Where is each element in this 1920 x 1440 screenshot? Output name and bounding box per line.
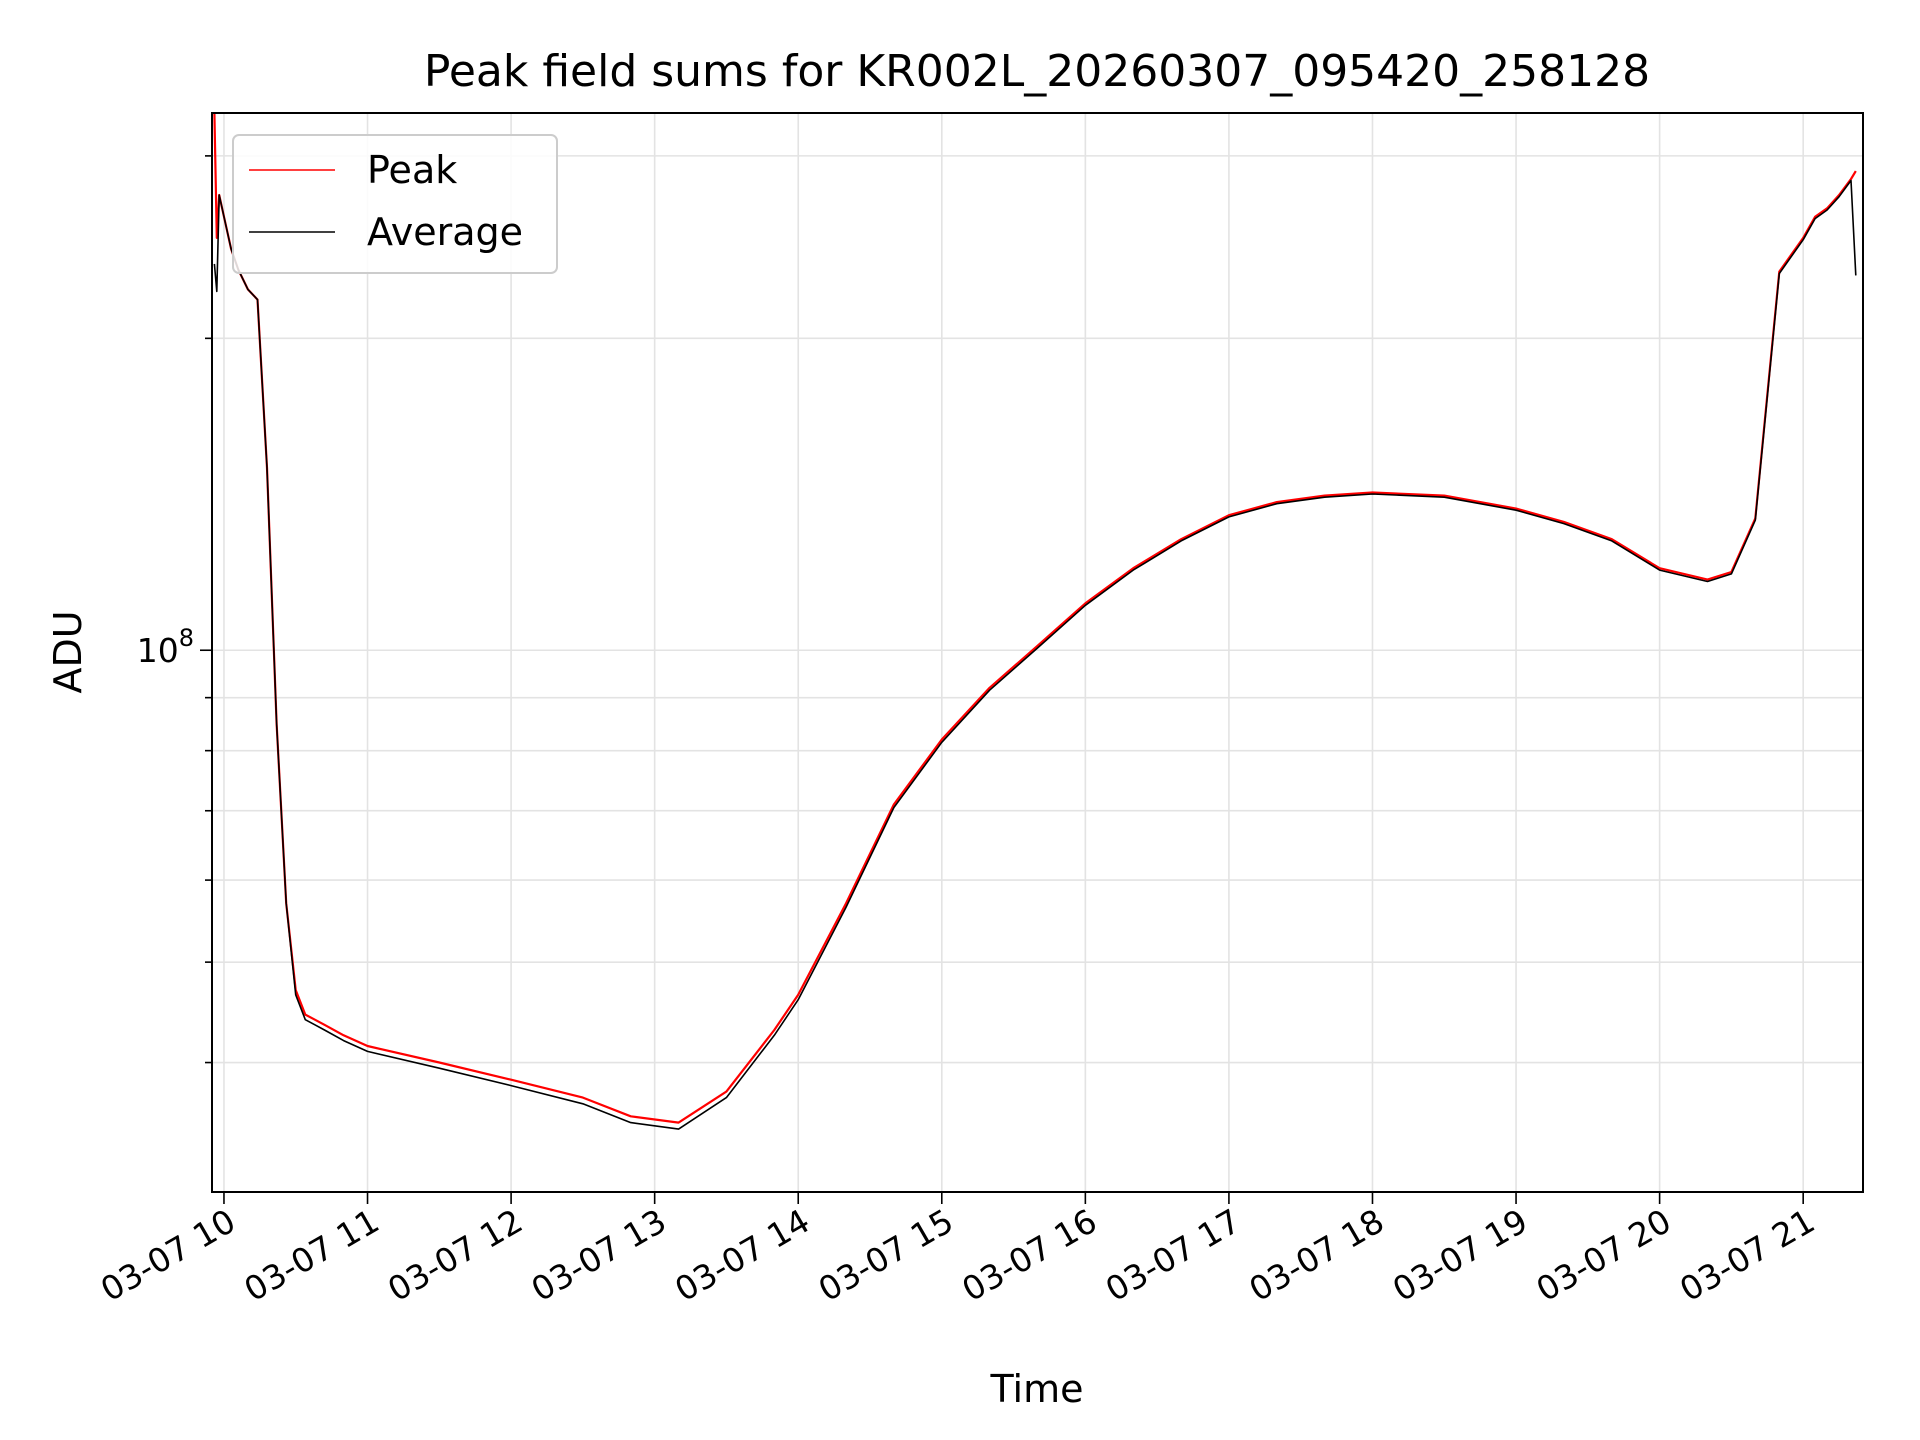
x-tick-label: 03-07 11 — [238, 1201, 386, 1309]
x-axis-label: Time — [990, 1367, 1084, 1411]
plot-frame — [211, 112, 1864, 1193]
x-tick-label: 03-07 18 — [1242, 1201, 1390, 1309]
series-line-average — [213, 179, 1857, 1130]
x-tick-label: 03-07 13 — [525, 1201, 673, 1309]
x-tick-label: 03-07 19 — [1386, 1201, 1534, 1309]
x-tick-label: 03-07 16 — [955, 1201, 1103, 1309]
x-tick-label: 03-07 14 — [668, 1201, 816, 1309]
x-tick-label: 03-07 20 — [1530, 1201, 1678, 1309]
x-tick-label: 03-07 10 — [94, 1201, 242, 1309]
y-axis-label: ADU — [46, 610, 90, 693]
chart-title: Peak field sums for KR002L_20260307_0954… — [424, 46, 1650, 97]
legend-label-peak: Peak — [367, 148, 457, 192]
series-layer — [213, 112, 1857, 1130]
legend: Peak Average — [232, 134, 558, 274]
y-tick-label: 108 — [137, 624, 194, 670]
x-tick-label: 03-07 15 — [812, 1201, 960, 1309]
grid-layer — [212, 113, 1863, 1192]
x-tick-label: 03-07 12 — [381, 1201, 529, 1309]
legend-label-average: Average — [367, 210, 523, 254]
x-tick-label: 03-07 21 — [1673, 1201, 1821, 1309]
x-tick-label: 03-07 17 — [1099, 1201, 1247, 1309]
